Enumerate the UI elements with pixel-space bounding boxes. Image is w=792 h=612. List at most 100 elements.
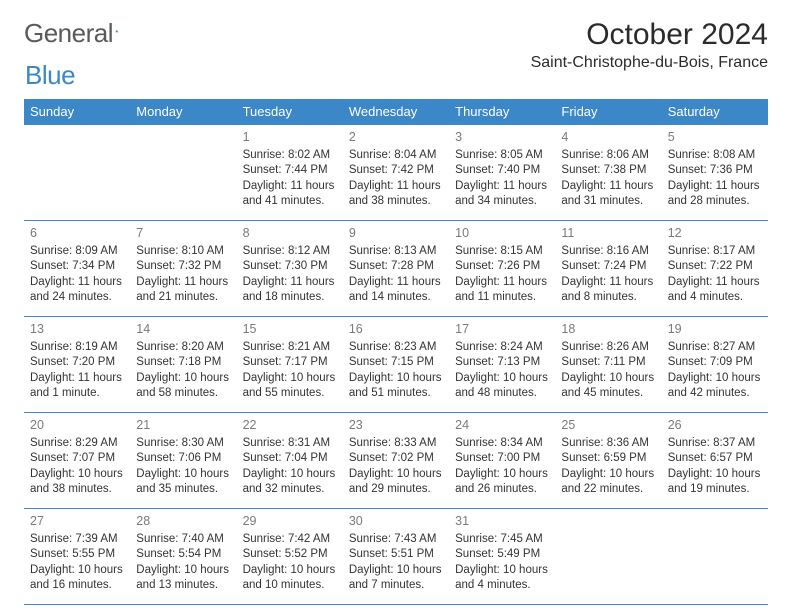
day-info: Sunrise: 8:20 AMSunset: 7:18 PMDaylight:…	[136, 340, 230, 402]
sail-icon	[115, 21, 119, 41]
day-number: 29	[243, 513, 337, 530]
calendar-cell: 11Sunrise: 8:16 AMSunset: 7:24 PMDayligh…	[555, 220, 661, 316]
sunset-line: Sunset: 7:13 PM	[455, 355, 549, 371]
day-number: 27	[30, 513, 124, 530]
day-info: Sunrise: 8:24 AMSunset: 7:13 PMDaylight:…	[455, 340, 549, 402]
sunset-line: Sunset: 7:02 PM	[349, 451, 443, 467]
day-info: Sunrise: 8:33 AMSunset: 7:02 PMDaylight:…	[349, 436, 443, 498]
sunset-line: Sunset: 7:07 PM	[30, 451, 124, 467]
daylight-line: Daylight: 10 hours and 7 minutes.	[349, 563, 443, 594]
calendar-cell: 2Sunrise: 8:04 AMSunset: 7:42 PMDaylight…	[343, 125, 449, 221]
weekday-header: Saturday	[662, 99, 768, 125]
calendar-row: 13Sunrise: 8:19 AMSunset: 7:20 PMDayligh…	[24, 316, 768, 412]
sunset-line: Sunset: 7:18 PM	[136, 355, 230, 371]
day-info: Sunrise: 7:40 AMSunset: 5:54 PMDaylight:…	[136, 532, 230, 594]
sunrise-line: Sunrise: 7:45 AM	[455, 532, 549, 548]
sunset-line: Sunset: 5:51 PM	[349, 547, 443, 563]
daylight-line: Daylight: 10 hours and 35 minutes.	[136, 467, 230, 498]
day-number: 4	[561, 129, 655, 146]
weekday-header: Friday	[555, 99, 661, 125]
calendar-cell: 16Sunrise: 8:23 AMSunset: 7:15 PMDayligh…	[343, 316, 449, 412]
sunrise-line: Sunrise: 8:20 AM	[136, 340, 230, 356]
day-info: Sunrise: 8:21 AMSunset: 7:17 PMDaylight:…	[243, 340, 337, 402]
sunset-line: Sunset: 7:06 PM	[136, 451, 230, 467]
day-number: 3	[455, 129, 549, 146]
sunrise-line: Sunrise: 8:36 AM	[561, 436, 655, 452]
sunrise-line: Sunrise: 8:19 AM	[30, 340, 124, 356]
weekday-header: Monday	[130, 99, 236, 125]
calendar-cell: 27 Sunrise: 7:39 AMSunset: 5:55 PMDayligh…	[24, 508, 130, 604]
daylight-line: Daylight: 11 hours and 8 minutes.	[561, 275, 655, 306]
day-number: 21	[136, 417, 230, 434]
sunset-line: Sunset: 7:30 PM	[243, 259, 337, 275]
day-info: Sunrise: 8:30 AMSunset: 7:06 PMDaylight:…	[136, 436, 230, 498]
calendar-cell: 6Sunrise: 8:09 AMSunset: 7:34 PMDaylight…	[24, 220, 130, 316]
calendar-cell: 12 Sunrise: 8:17 AMSunset: 7:22 PMDayligh…	[662, 220, 768, 316]
day-info: Sunrise: 7:39 AMSunset: 5:55 PMDaylight:…	[30, 532, 124, 594]
day-number: 12	[668, 225, 762, 242]
weekday-header: Sunday	[24, 99, 130, 125]
sunrise-line: Sunrise: 7:40 AM	[136, 532, 230, 548]
sunset-line: Sunset: 7:24 PM	[561, 259, 655, 275]
day-info: Sunrise: 8:05 AMSunset: 7:40 PMDaylight:…	[455, 148, 549, 210]
sunset-line: Sunset: 7:04 PM	[243, 451, 337, 467]
calendar-cell: 24Sunrise: 8:34 AMSunset: 7:00 PMDayligh…	[449, 412, 555, 508]
sunset-line: Sunset: 7:11 PM	[561, 355, 655, 371]
calendar-cell: 21 Sunrise: 8:30 AMSunset: 7:06 PMDayligh…	[130, 412, 236, 508]
sunrise-line: Sunrise: 8:23 AM	[349, 340, 443, 356]
daylight-line: Daylight: 10 hours and 26 minutes.	[455, 467, 549, 498]
daylight-line: Daylight: 11 hours and 11 minutes.	[455, 275, 549, 306]
sunset-line: Sunset: 7:22 PM	[668, 259, 762, 275]
weekday-header: Tuesday	[237, 99, 343, 125]
weekday-header: Thursday	[449, 99, 555, 125]
day-info: Sunrise: 7:42 AMSunset: 5:52 PMDaylight:…	[243, 532, 337, 594]
day-info: Sunrise: 7:45 AMSunset: 5:49 PMDaylight:…	[455, 532, 549, 594]
page-title: October 2024	[531, 18, 768, 52]
day-number: 16	[349, 321, 443, 338]
daylight-line: Daylight: 11 hours and 28 minutes.	[668, 179, 762, 210]
day-number: 7	[136, 225, 230, 242]
sunrise-line: Sunrise: 8:15 AM	[455, 244, 549, 260]
daylight-line: Daylight: 10 hours and 4 minutes.	[455, 563, 549, 594]
daylight-line: Daylight: 10 hours and 45 minutes.	[561, 371, 655, 402]
calendar-cell: 30Sunrise: 7:43 AMSunset: 5:51 PMDayligh…	[343, 508, 449, 604]
calendar-cell: 8Sunrise: 8:12 AMSunset: 7:30 PMDaylight…	[237, 220, 343, 316]
daylight-line: Daylight: 10 hours and 16 minutes.	[30, 563, 124, 594]
calendar-cell: 13Sunrise: 8:19 AMSunset: 7:20 PMDayligh…	[24, 316, 130, 412]
sunrise-line: Sunrise: 8:08 AM	[668, 148, 762, 164]
sunrise-line: Sunrise: 8:17 AM	[668, 244, 762, 260]
day-info: Sunrise: 8:04 AMSunset: 7:42 PMDaylight:…	[349, 148, 443, 210]
day-info: Sunrise: 8:31 AMSunset: 7:04 PMDaylight:…	[243, 436, 337, 498]
sunset-line: Sunset: 5:55 PM	[30, 547, 124, 563]
calendar-cell: 7Sunrise: 8:10 AMSunset: 7:32 PMDaylight…	[130, 220, 236, 316]
calendar-cell: 20Sunrise: 8:29 AMSunset: 7:07 PMDayligh…	[24, 412, 130, 508]
calendar-cell: 10Sunrise: 8:15 AMSunset: 7:26 PMDayligh…	[449, 220, 555, 316]
daylight-line: Daylight: 10 hours and 51 minutes.	[349, 371, 443, 402]
daylight-line: Daylight: 10 hours and 55 minutes.	[243, 371, 337, 402]
day-info: Sunrise: 8:02 AMSunset: 7:44 PMDaylight:…	[243, 148, 337, 210]
calendar-cell: 22 Sunrise: 8:31 AMSunset: 7:04 PMDayligh…	[237, 412, 343, 508]
sunrise-line: Sunrise: 8:34 AM	[455, 436, 549, 452]
sunset-line: Sunset: 7:26 PM	[455, 259, 549, 275]
sunset-line: Sunset: 7:20 PM	[30, 355, 124, 371]
daylight-line: Daylight: 10 hours and 29 minutes.	[349, 467, 443, 498]
weekday-header-row: SundayMondayTuesdayWednesdayThursdayFrid…	[24, 99, 768, 125]
sunrise-line: Sunrise: 8:02 AM	[243, 148, 337, 164]
sunset-line: Sunset: 7:00 PM	[455, 451, 549, 467]
calendar-row: 1Sunrise: 8:02 AMSunset: 7:44 PMDaylight…	[24, 125, 768, 221]
sunset-line: Sunset: 7:44 PM	[243, 163, 337, 179]
sunrise-line: Sunrise: 8:27 AM	[668, 340, 762, 356]
day-number: 8	[243, 225, 337, 242]
sunrise-line: Sunrise: 8:12 AM	[243, 244, 337, 260]
sunset-line: Sunset: 7:42 PM	[349, 163, 443, 179]
sunset-line: Sunset: 7:38 PM	[561, 163, 655, 179]
day-number: 9	[349, 225, 443, 242]
daylight-line: Daylight: 11 hours and 41 minutes.	[243, 179, 337, 210]
day-info: Sunrise: 8:15 AMSunset: 7:26 PMDaylight:…	[455, 244, 549, 306]
day-number: 31	[455, 513, 549, 530]
day-info: Sunrise: 8:06 AMSunset: 7:38 PMDaylight:…	[561, 148, 655, 210]
daylight-line: Daylight: 10 hours and 22 minutes.	[561, 467, 655, 498]
day-number: 22	[243, 417, 337, 434]
calendar-row: 27 Sunrise: 7:39 AMSunset: 5:55 PMDayligh…	[24, 508, 768, 604]
day-info: Sunrise: 8:17 AMSunset: 7:22 PMDaylight:…	[668, 244, 762, 306]
